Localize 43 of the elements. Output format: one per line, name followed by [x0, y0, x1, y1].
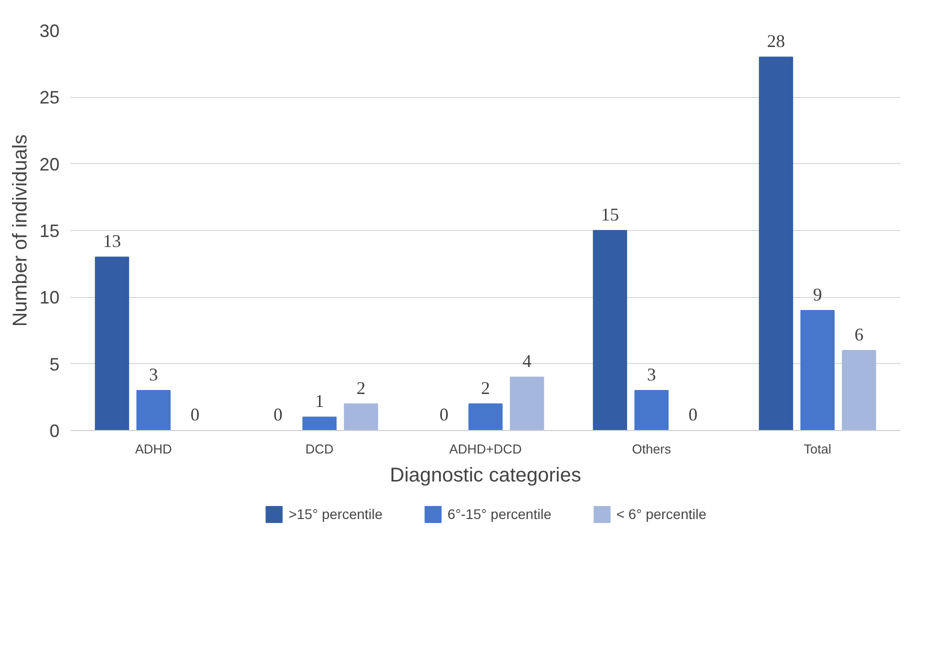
bar — [510, 376, 544, 430]
y-tick-label: 25 — [39, 88, 60, 108]
data-label: 15 — [601, 204, 619, 224]
bar — [758, 56, 794, 430]
y-tick-label: 15 — [39, 221, 60, 241]
data-label: 13 — [103, 231, 121, 252]
x-tick-label: DCD — [305, 442, 334, 456]
bar — [136, 390, 171, 430]
data-label: 28 — [767, 31, 785, 52]
legend-label: >15° percentile — [288, 506, 383, 522]
data-label: 0 — [440, 404, 448, 424]
legend-label: < 6° percentile — [616, 506, 706, 522]
data-label: 6 — [854, 324, 864, 344]
y-axis-title: Number of individuals — [9, 134, 32, 327]
bar — [842, 350, 876, 430]
bar — [468, 403, 503, 430]
data-label: 0 — [190, 404, 200, 424]
data-label: 3 — [647, 364, 656, 384]
bar — [302, 416, 337, 430]
y-tick-label: 0 — [49, 421, 60, 441]
x-tick-label: Total — [804, 442, 832, 456]
data-label: 2 — [356, 378, 366, 398]
x-axis-title: Diagnostic categories — [390, 464, 582, 486]
y-tick-label: 10 — [39, 288, 60, 308]
bar — [344, 403, 378, 430]
data-label: 2 — [481, 378, 490, 398]
bar — [800, 310, 835, 430]
x-tick-label: ADHD — [135, 442, 172, 456]
y-tick-label: 5 — [49, 354, 60, 374]
bar — [592, 230, 628, 430]
y-tick-label: 20 — [39, 154, 60, 174]
data-label: 4 — [522, 351, 532, 372]
data-label: 1 — [315, 391, 324, 412]
data-label: 9 — [813, 284, 822, 304]
legend-label: 6°-15° percentile — [448, 506, 552, 522]
y-tick-label: 30 — [39, 21, 60, 41]
data-label: 0 — [688, 404, 698, 424]
x-tick-label: Others — [632, 442, 672, 456]
bar — [634, 390, 669, 430]
data-label: 0 — [274, 404, 282, 424]
x-tick-label: ADHD+DCD — [449, 442, 522, 456]
data-label: 3 — [149, 364, 158, 384]
bar — [94, 256, 130, 430]
